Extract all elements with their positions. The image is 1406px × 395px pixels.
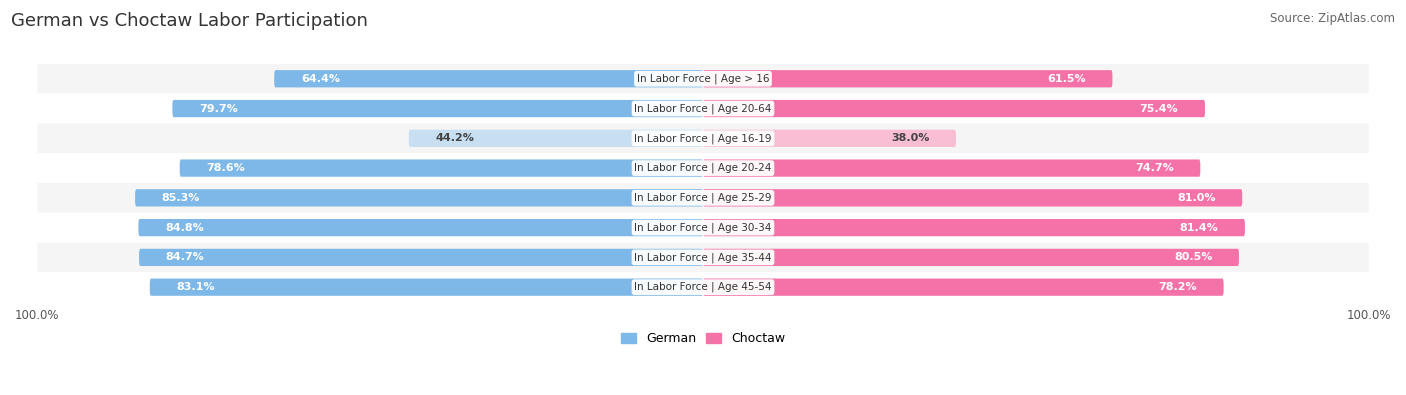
FancyBboxPatch shape	[703, 219, 1244, 236]
FancyBboxPatch shape	[703, 100, 1205, 117]
Text: In Labor Force | Age 35-44: In Labor Force | Age 35-44	[634, 252, 772, 263]
Text: 78.2%: 78.2%	[1159, 282, 1197, 292]
FancyBboxPatch shape	[180, 160, 703, 177]
Text: 84.8%: 84.8%	[165, 223, 204, 233]
FancyBboxPatch shape	[37, 64, 1369, 94]
FancyBboxPatch shape	[37, 272, 1369, 302]
FancyBboxPatch shape	[703, 278, 1223, 296]
Text: 81.4%: 81.4%	[1180, 223, 1218, 233]
FancyBboxPatch shape	[37, 243, 1369, 272]
Text: In Labor Force | Age 20-64: In Labor Force | Age 20-64	[634, 103, 772, 114]
Text: 74.7%: 74.7%	[1135, 163, 1174, 173]
FancyBboxPatch shape	[703, 70, 1112, 87]
Text: 61.5%: 61.5%	[1047, 74, 1085, 84]
FancyBboxPatch shape	[703, 130, 956, 147]
Text: 79.7%: 79.7%	[200, 103, 238, 113]
Text: German vs Choctaw Labor Participation: German vs Choctaw Labor Participation	[11, 12, 368, 30]
FancyBboxPatch shape	[37, 123, 1369, 153]
FancyBboxPatch shape	[37, 183, 1369, 213]
Text: 85.3%: 85.3%	[162, 193, 200, 203]
Text: 44.2%: 44.2%	[436, 134, 474, 143]
FancyBboxPatch shape	[150, 278, 703, 296]
Text: In Labor Force | Age 25-29: In Labor Force | Age 25-29	[634, 193, 772, 203]
Text: 83.1%: 83.1%	[176, 282, 215, 292]
Legend: German, Choctaw: German, Choctaw	[616, 327, 790, 350]
FancyBboxPatch shape	[173, 100, 703, 117]
FancyBboxPatch shape	[138, 219, 703, 236]
FancyBboxPatch shape	[703, 249, 1239, 266]
FancyBboxPatch shape	[409, 130, 703, 147]
Text: 64.4%: 64.4%	[301, 74, 340, 84]
Text: In Labor Force | Age 45-54: In Labor Force | Age 45-54	[634, 282, 772, 292]
Text: 84.7%: 84.7%	[166, 252, 204, 262]
FancyBboxPatch shape	[703, 189, 1243, 207]
Text: 75.4%: 75.4%	[1140, 103, 1178, 113]
FancyBboxPatch shape	[274, 70, 703, 87]
FancyBboxPatch shape	[37, 213, 1369, 243]
FancyBboxPatch shape	[703, 160, 1201, 177]
Text: 81.0%: 81.0%	[1177, 193, 1216, 203]
FancyBboxPatch shape	[135, 189, 703, 207]
Text: In Labor Force | Age > 16: In Labor Force | Age > 16	[637, 73, 769, 84]
FancyBboxPatch shape	[139, 249, 703, 266]
Text: In Labor Force | Age 30-34: In Labor Force | Age 30-34	[634, 222, 772, 233]
Text: 38.0%: 38.0%	[891, 134, 929, 143]
FancyBboxPatch shape	[37, 94, 1369, 123]
Text: In Labor Force | Age 16-19: In Labor Force | Age 16-19	[634, 133, 772, 143]
Text: 80.5%: 80.5%	[1174, 252, 1212, 262]
FancyBboxPatch shape	[37, 153, 1369, 183]
Text: In Labor Force | Age 20-24: In Labor Force | Age 20-24	[634, 163, 772, 173]
Text: Source: ZipAtlas.com: Source: ZipAtlas.com	[1270, 12, 1395, 25]
Text: 78.6%: 78.6%	[207, 163, 245, 173]
